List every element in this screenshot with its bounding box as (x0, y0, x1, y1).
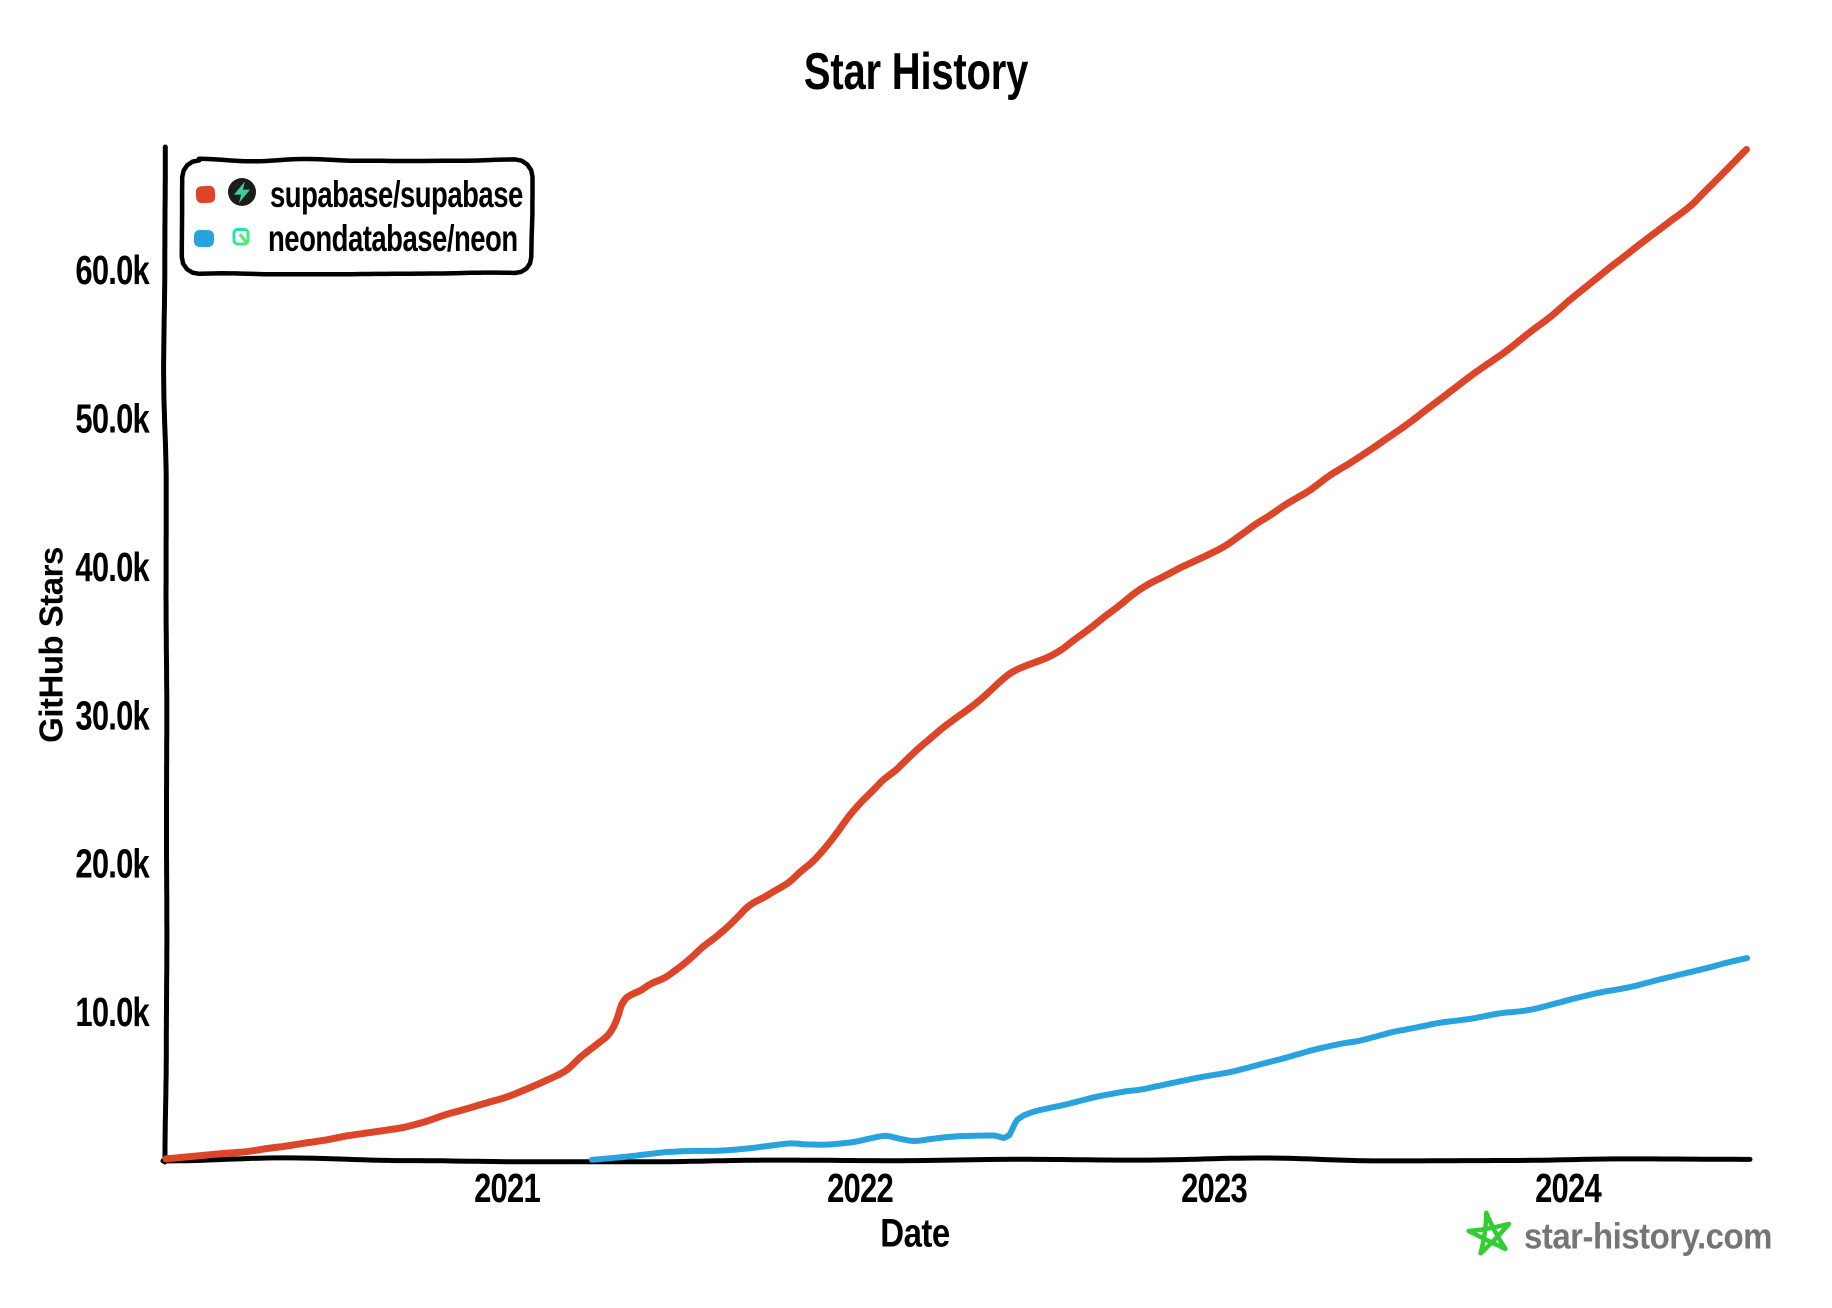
svg-text:2023: 2023 (1181, 1165, 1247, 1211)
svg-text:neondatabase/neon: neondatabase/neon (268, 217, 518, 259)
svg-text:30.0k: 30.0k (75, 692, 150, 738)
svg-text:supabase/supabase: supabase/supabase (270, 173, 523, 215)
svg-text:Date: Date (880, 1211, 950, 1256)
svg-text:60.0k: 60.0k (75, 247, 150, 293)
svg-text:GitHub Stars: GitHub Stars (33, 547, 70, 743)
svg-text:2024: 2024 (1535, 1165, 1601, 1211)
svg-text:40.0k: 40.0k (75, 544, 150, 590)
svg-text:2022: 2022 (827, 1165, 893, 1211)
svg-text:2021: 2021 (474, 1165, 540, 1211)
svg-text:10.0k: 10.0k (75, 989, 150, 1035)
svg-text:star-history.com: star-history.com (1524, 1217, 1772, 1257)
svg-text:50.0k: 50.0k (75, 395, 150, 441)
svg-text:Star History: Star History (804, 42, 1029, 100)
svg-text:20.0k: 20.0k (75, 840, 150, 886)
